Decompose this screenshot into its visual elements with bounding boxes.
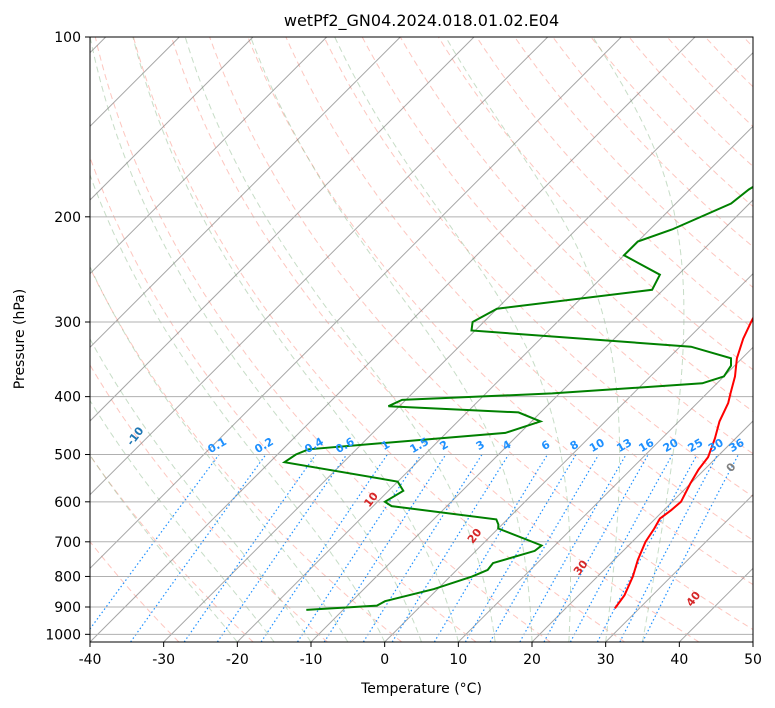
x-tick-label: -40 — [79, 652, 102, 668]
dry-adiabat — [285, 37, 753, 541]
x-tick-label: 50 — [744, 652, 762, 668]
y-tick-label: 300 — [54, 315, 81, 331]
moist-adiabat — [90, 37, 422, 642]
mixing-ratio-line — [216, 454, 348, 642]
pressure-gridlines — [90, 37, 753, 635]
dry-adiabat — [132, 37, 625, 642]
y-tick-label: 400 — [54, 390, 81, 406]
mixing-ratio-line — [296, 454, 422, 642]
mixing-ratio-line — [433, 454, 549, 642]
background-lines — [90, 37, 753, 642]
x-tick-label: 40 — [670, 652, 688, 668]
isotherm — [90, 37, 328, 275]
isotherm — [236, 125, 753, 642]
profile-series — [281, 185, 753, 611]
moist-adiabat — [90, 454, 238, 642]
dewpoint-line — [281, 185, 753, 611]
isotherm — [531, 420, 753, 642]
mixing-ratio-line — [464, 454, 577, 642]
dry-adiabat — [90, 266, 403, 642]
x-tick-label: 30 — [597, 652, 615, 668]
isotherm — [90, 37, 475, 422]
mixing-ratio-line — [489, 454, 600, 642]
temperature-line — [614, 316, 753, 609]
y-tick-label: 900 — [54, 600, 81, 616]
y-tick-label: 100 — [54, 30, 81, 46]
y-tick-label: 700 — [54, 535, 81, 551]
dry-adiabat — [247, 37, 753, 586]
dry-adiabat — [361, 37, 753, 455]
mixing-ratio-line — [569, 454, 673, 642]
y-axis: 100 200 300 400 500 600 700 800 900 1000 — [45, 30, 90, 643]
moist-adiabat — [90, 399, 275, 642]
x-tick-label: 0 — [380, 652, 389, 668]
y-tick-label: 800 — [54, 569, 81, 585]
x-tick-label: -10 — [300, 652, 323, 668]
isotherm — [90, 37, 254, 201]
mixing-ratio-line — [130, 454, 267, 642]
moist-adiabat — [592, 37, 685, 642]
x-axis: -40 -30 -20 -10 0 10 20 30 40 50 — [79, 642, 762, 668]
mixing-ratio-line — [260, 454, 388, 642]
isotherm — [605, 493, 753, 642]
chart-title: wetPf2_GN04.2024.018.01.02.E04 — [284, 11, 559, 31]
dry-adiabat — [171, 37, 700, 642]
isotherm — [90, 37, 696, 642]
x-tick-label: 10 — [449, 652, 467, 668]
mixing-ratio-line — [183, 454, 317, 642]
dry-adiabat — [323, 37, 753, 498]
dry-adiabat — [90, 155, 477, 642]
isotherm — [90, 37, 622, 570]
moist-adiabat — [132, 37, 459, 642]
y-tick-label: 500 — [54, 448, 81, 464]
dry-adiabat — [514, 37, 753, 289]
dry-adiabat — [90, 454, 254, 642]
x-tick-label: -20 — [226, 652, 249, 668]
mixing-ratio-line — [323, 454, 447, 642]
isotherm — [310, 199, 753, 642]
mixing-ratio-line — [519, 454, 627, 642]
x-axis-title: Temperature (°C) — [360, 681, 482, 697]
plot-frame — [89, 36, 754, 643]
x-tick-label: 20 — [523, 652, 541, 668]
dry-adiabat — [209, 37, 753, 631]
isotherm — [90, 37, 549, 496]
moist-adiabat — [445, 37, 621, 642]
y-tick-label: 1000 — [45, 627, 81, 643]
mixing-ratio-line — [90, 454, 220, 630]
isotherm — [163, 51, 753, 642]
plot-background — [90, 37, 753, 642]
y-axis-title: Pressure (hPa) — [12, 289, 28, 389]
dry-adiabat — [437, 37, 753, 371]
moist-adiabat — [90, 265, 349, 642]
mixing-ratio-line — [596, 454, 698, 642]
moist-adiabat — [334, 37, 571, 642]
isotherm — [90, 37, 401, 349]
dry-adiabat — [94, 37, 551, 642]
isotherm — [457, 346, 753, 642]
moist-adiabat — [184, 37, 496, 642]
y-tick-label: 200 — [54, 210, 81, 226]
y-tick-label: 600 — [54, 495, 81, 511]
dry-adiabat — [399, 37, 753, 413]
moist-adiabat — [250, 37, 533, 642]
isotherm — [384, 272, 753, 642]
dry-adiabat — [476, 37, 753, 329]
x-tick-label: -30 — [152, 652, 175, 668]
